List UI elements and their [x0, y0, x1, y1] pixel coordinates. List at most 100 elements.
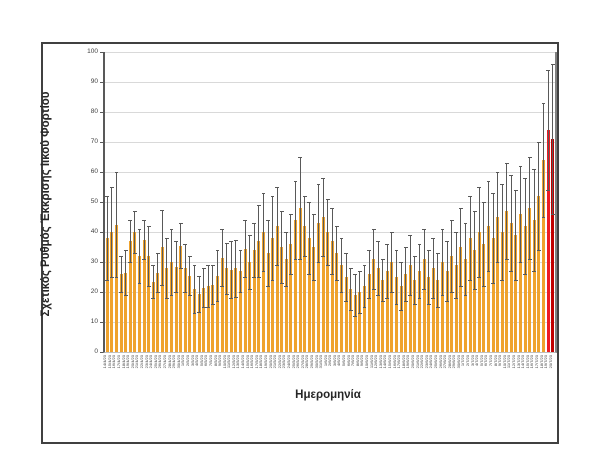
error-bar-line-59	[373, 229, 375, 289]
error-bar-cap-top-86	[495, 172, 500, 173]
error-bar-line-54	[350, 268, 352, 310]
error-bar-line-62	[386, 244, 388, 298]
error-bar-line-38	[276, 187, 278, 265]
error-bar-cap-bottom-68	[413, 304, 417, 305]
error-bar-cap-top-25	[215, 250, 220, 251]
bar-43	[298, 208, 302, 352]
error-bar-line-68	[414, 256, 416, 304]
y-tick-mark	[100, 262, 104, 263]
error-bar-cap-bottom-55	[353, 316, 358, 317]
bar-17	[179, 245, 183, 352]
error-bar-cap-bottom-78	[458, 286, 463, 287]
error-bar-cap-bottom-6	[128, 262, 133, 263]
bar-77	[454, 265, 458, 352]
error-bar-line-45	[308, 202, 310, 274]
error-bar-cap-bottom-23	[206, 307, 211, 308]
error-bar-cap-top-96	[541, 103, 546, 104]
error-bar-cap-bottom-36	[266, 286, 270, 287]
error-bar-line-2	[111, 187, 113, 277]
bar-44	[303, 226, 307, 352]
error-bar-cap-bottom-12	[155, 292, 160, 293]
bar-33	[252, 250, 256, 352]
bar-83	[482, 244, 486, 352]
error-bar-cap-bottom-48	[321, 256, 325, 257]
error-bar-line-13	[161, 209, 163, 285]
error-bar-line-30	[239, 250, 241, 292]
error-bar-line-76	[451, 220, 453, 292]
error-bar-line-19	[189, 256, 191, 295]
error-bar-cap-top-91	[518, 166, 523, 167]
bar-73	[436, 280, 440, 352]
error-bar-line-69	[419, 244, 421, 298]
error-bar-cap-bottom-41	[289, 274, 293, 275]
error-bar-cap-bottom-69	[417, 298, 422, 299]
error-bar-cap-bottom-17	[178, 268, 183, 269]
bar-71	[427, 277, 431, 352]
bar-45	[307, 238, 311, 352]
bar-62	[385, 271, 389, 352]
error-bar-cap-top-77	[454, 232, 459, 233]
error-bar-line-39	[281, 211, 283, 283]
bar-18	[183, 268, 187, 352]
x-tick-label-98: 20/7/20	[547, 355, 553, 369]
bar-89	[509, 223, 513, 352]
error-bar-cap-bottom-53	[344, 301, 348, 302]
error-bar-cap-top-88	[504, 163, 509, 164]
error-bar-cap-top-74	[440, 229, 445, 230]
error-bar-cap-bottom-71	[426, 304, 431, 305]
gridline-y80	[105, 111, 555, 113]
error-bar-cap-bottom-59	[371, 289, 376, 290]
bar-24	[211, 284, 215, 352]
error-bar-cap-bottom-56	[357, 313, 362, 314]
error-bar-line-67	[409, 235, 411, 295]
error-bar-cap-top-12	[155, 253, 160, 254]
bar-48	[321, 217, 325, 352]
error-bar-cap-bottom-5	[123, 295, 128, 296]
error-bar-cap-top-71	[426, 250, 431, 251]
error-bar-line-64	[396, 250, 398, 304]
error-bar-line-47	[318, 184, 320, 262]
error-bar-line-53	[345, 253, 347, 301]
error-bar-cap-top-79	[463, 223, 468, 224]
bar-2	[110, 232, 114, 352]
error-bar-cap-bottom-44	[302, 256, 307, 257]
error-bar-line-96	[543, 103, 545, 217]
bar-34	[257, 241, 261, 352]
error-bar-line-14	[166, 238, 168, 298]
error-bar-cap-top-2	[109, 187, 114, 188]
y-tick-mark	[100, 202, 104, 203]
error-bar-cap-top-67	[408, 235, 413, 236]
error-bar-line-61	[382, 259, 384, 301]
error-bar-line-18	[184, 244, 186, 292]
error-bar-cap-bottom-20	[192, 313, 197, 314]
error-bar-line-31	[244, 220, 246, 277]
error-bar-cap-top-90	[514, 190, 518, 191]
error-bar-cap-bottom-61	[380, 301, 385, 302]
error-bar-cap-top-26	[220, 229, 224, 230]
error-bar-cap-top-33	[252, 223, 257, 224]
error-bar-cap-bottom-89	[509, 271, 514, 272]
bar-80	[468, 238, 472, 352]
error-bar-cap-bottom-22	[201, 307, 206, 308]
error-bar-cap-top-8	[137, 229, 142, 230]
error-bar-cap-bottom-87	[500, 280, 505, 281]
error-bar-cap-top-72	[431, 238, 436, 239]
error-bar-cap-bottom-84	[486, 271, 491, 272]
error-bar-line-92	[524, 178, 526, 274]
error-bar-line-29	[235, 239, 237, 297]
error-bar-cap-top-56	[357, 271, 362, 272]
error-bar-line-40	[285, 232, 287, 286]
error-bar-cap-bottom-47	[316, 262, 321, 263]
error-bar-line-22	[203, 268, 205, 307]
error-bar-line-79	[464, 223, 466, 295]
error-bar-cap-bottom-76	[449, 292, 454, 293]
error-bar-cap-top-17	[178, 223, 183, 224]
error-bar-cap-top-66	[403, 247, 408, 248]
error-bar-cap-bottom-49	[325, 265, 330, 266]
bar-98	[551, 139, 555, 352]
gridline-y100	[105, 51, 555, 53]
error-bar-cap-bottom-97	[546, 190, 550, 191]
y-tick-mark	[100, 52, 104, 53]
bar-35	[261, 232, 265, 352]
error-bar-cap-bottom-34	[256, 277, 261, 278]
